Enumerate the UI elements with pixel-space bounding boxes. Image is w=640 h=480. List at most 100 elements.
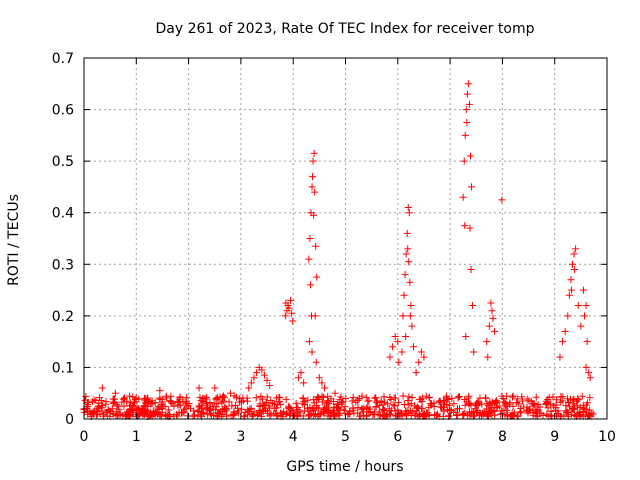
data-point: [465, 392, 473, 400]
data-point: [488, 307, 496, 315]
data-point: [108, 405, 116, 413]
data-point: [195, 402, 203, 410]
data-point: [523, 403, 531, 411]
data-point: [183, 394, 191, 402]
data-point: [360, 404, 368, 412]
data-point: [280, 408, 288, 416]
data-point: [461, 222, 469, 230]
data-point: [582, 302, 590, 310]
data-point: [227, 411, 235, 419]
data-point: [273, 404, 281, 412]
data-point: [465, 100, 473, 108]
data-point: [323, 401, 331, 409]
data-point: [545, 393, 553, 401]
data-point: [589, 410, 597, 418]
data-point: [306, 281, 314, 289]
data-point: [94, 405, 102, 413]
data-point: [212, 406, 220, 414]
data-point: [581, 312, 589, 320]
data-point: [292, 399, 300, 407]
data-point: [156, 387, 164, 395]
data-point: [394, 399, 402, 407]
data-point: [204, 401, 212, 409]
data-point: [321, 384, 329, 392]
data-point: [398, 348, 406, 356]
data-point: [405, 393, 413, 401]
data-point: [564, 312, 572, 320]
data-point: [559, 397, 567, 405]
data-point: [440, 397, 448, 405]
data-point: [587, 409, 595, 417]
data-point: [202, 406, 210, 414]
data-point: [114, 402, 122, 410]
data-point: [579, 401, 587, 409]
data-point: [422, 392, 430, 400]
data-point: [110, 398, 118, 406]
data-point: [301, 398, 309, 406]
data-point: [488, 399, 496, 407]
grid-layer: [84, 58, 607, 419]
data-point: [492, 397, 500, 405]
data-point: [577, 322, 585, 330]
data-point: [274, 401, 282, 409]
data-point: [362, 411, 370, 419]
data-point: [349, 404, 357, 412]
data-point: [586, 374, 594, 382]
x-tick-label: 4: [289, 429, 298, 445]
x-axis-label: GPS time / hours: [286, 459, 403, 475]
y-tick-label: 0.2: [52, 309, 74, 325]
data-point: [358, 392, 366, 400]
data-point: [311, 188, 319, 196]
data-point: [561, 327, 569, 335]
data-point: [509, 402, 517, 410]
data-point: [210, 400, 218, 408]
data-point: [282, 299, 290, 307]
data-point: [530, 401, 538, 409]
y-tick-label: 0.5: [52, 154, 74, 170]
data-point: [305, 338, 313, 346]
data-point: [337, 393, 345, 401]
data-point: [177, 409, 185, 417]
data-point: [473, 408, 481, 416]
data-point: [404, 397, 412, 405]
data-point: [396, 409, 404, 417]
data-point: [102, 400, 110, 408]
data-point: [532, 393, 540, 401]
data-point: [148, 397, 156, 405]
data-point: [463, 90, 471, 98]
data-point: [406, 278, 414, 286]
data-point: [487, 299, 495, 307]
data-point: [97, 404, 105, 412]
data-point: [552, 401, 560, 409]
data-point: [318, 398, 326, 406]
y-tick-label: 0: [65, 412, 74, 428]
y-axis-label: ROTI / TECUs: [6, 194, 22, 286]
data-point: [476, 409, 484, 417]
data-point: [472, 399, 480, 407]
data-point: [380, 412, 388, 420]
data-point: [324, 398, 332, 406]
data-point: [129, 393, 137, 401]
data-point: [579, 286, 587, 294]
data-point: [260, 371, 268, 379]
x-tick-label: 9: [550, 429, 559, 445]
data-point: [417, 348, 425, 356]
data-point: [352, 398, 360, 406]
data-point: [485, 322, 493, 330]
data-point: [493, 404, 501, 412]
data-point: [335, 403, 343, 411]
data-point: [180, 405, 188, 413]
data-point: [245, 384, 253, 392]
data-point: [371, 394, 379, 402]
data-point: [235, 398, 243, 406]
data-point: [406, 312, 414, 320]
data-point: [282, 395, 290, 403]
data-point: [571, 265, 579, 273]
data-point: [553, 396, 561, 404]
data-point: [411, 402, 419, 410]
data-point: [315, 374, 323, 382]
data-point: [547, 408, 555, 416]
data-point: [576, 408, 584, 416]
data-point: [310, 149, 318, 157]
data-point: [583, 338, 591, 346]
